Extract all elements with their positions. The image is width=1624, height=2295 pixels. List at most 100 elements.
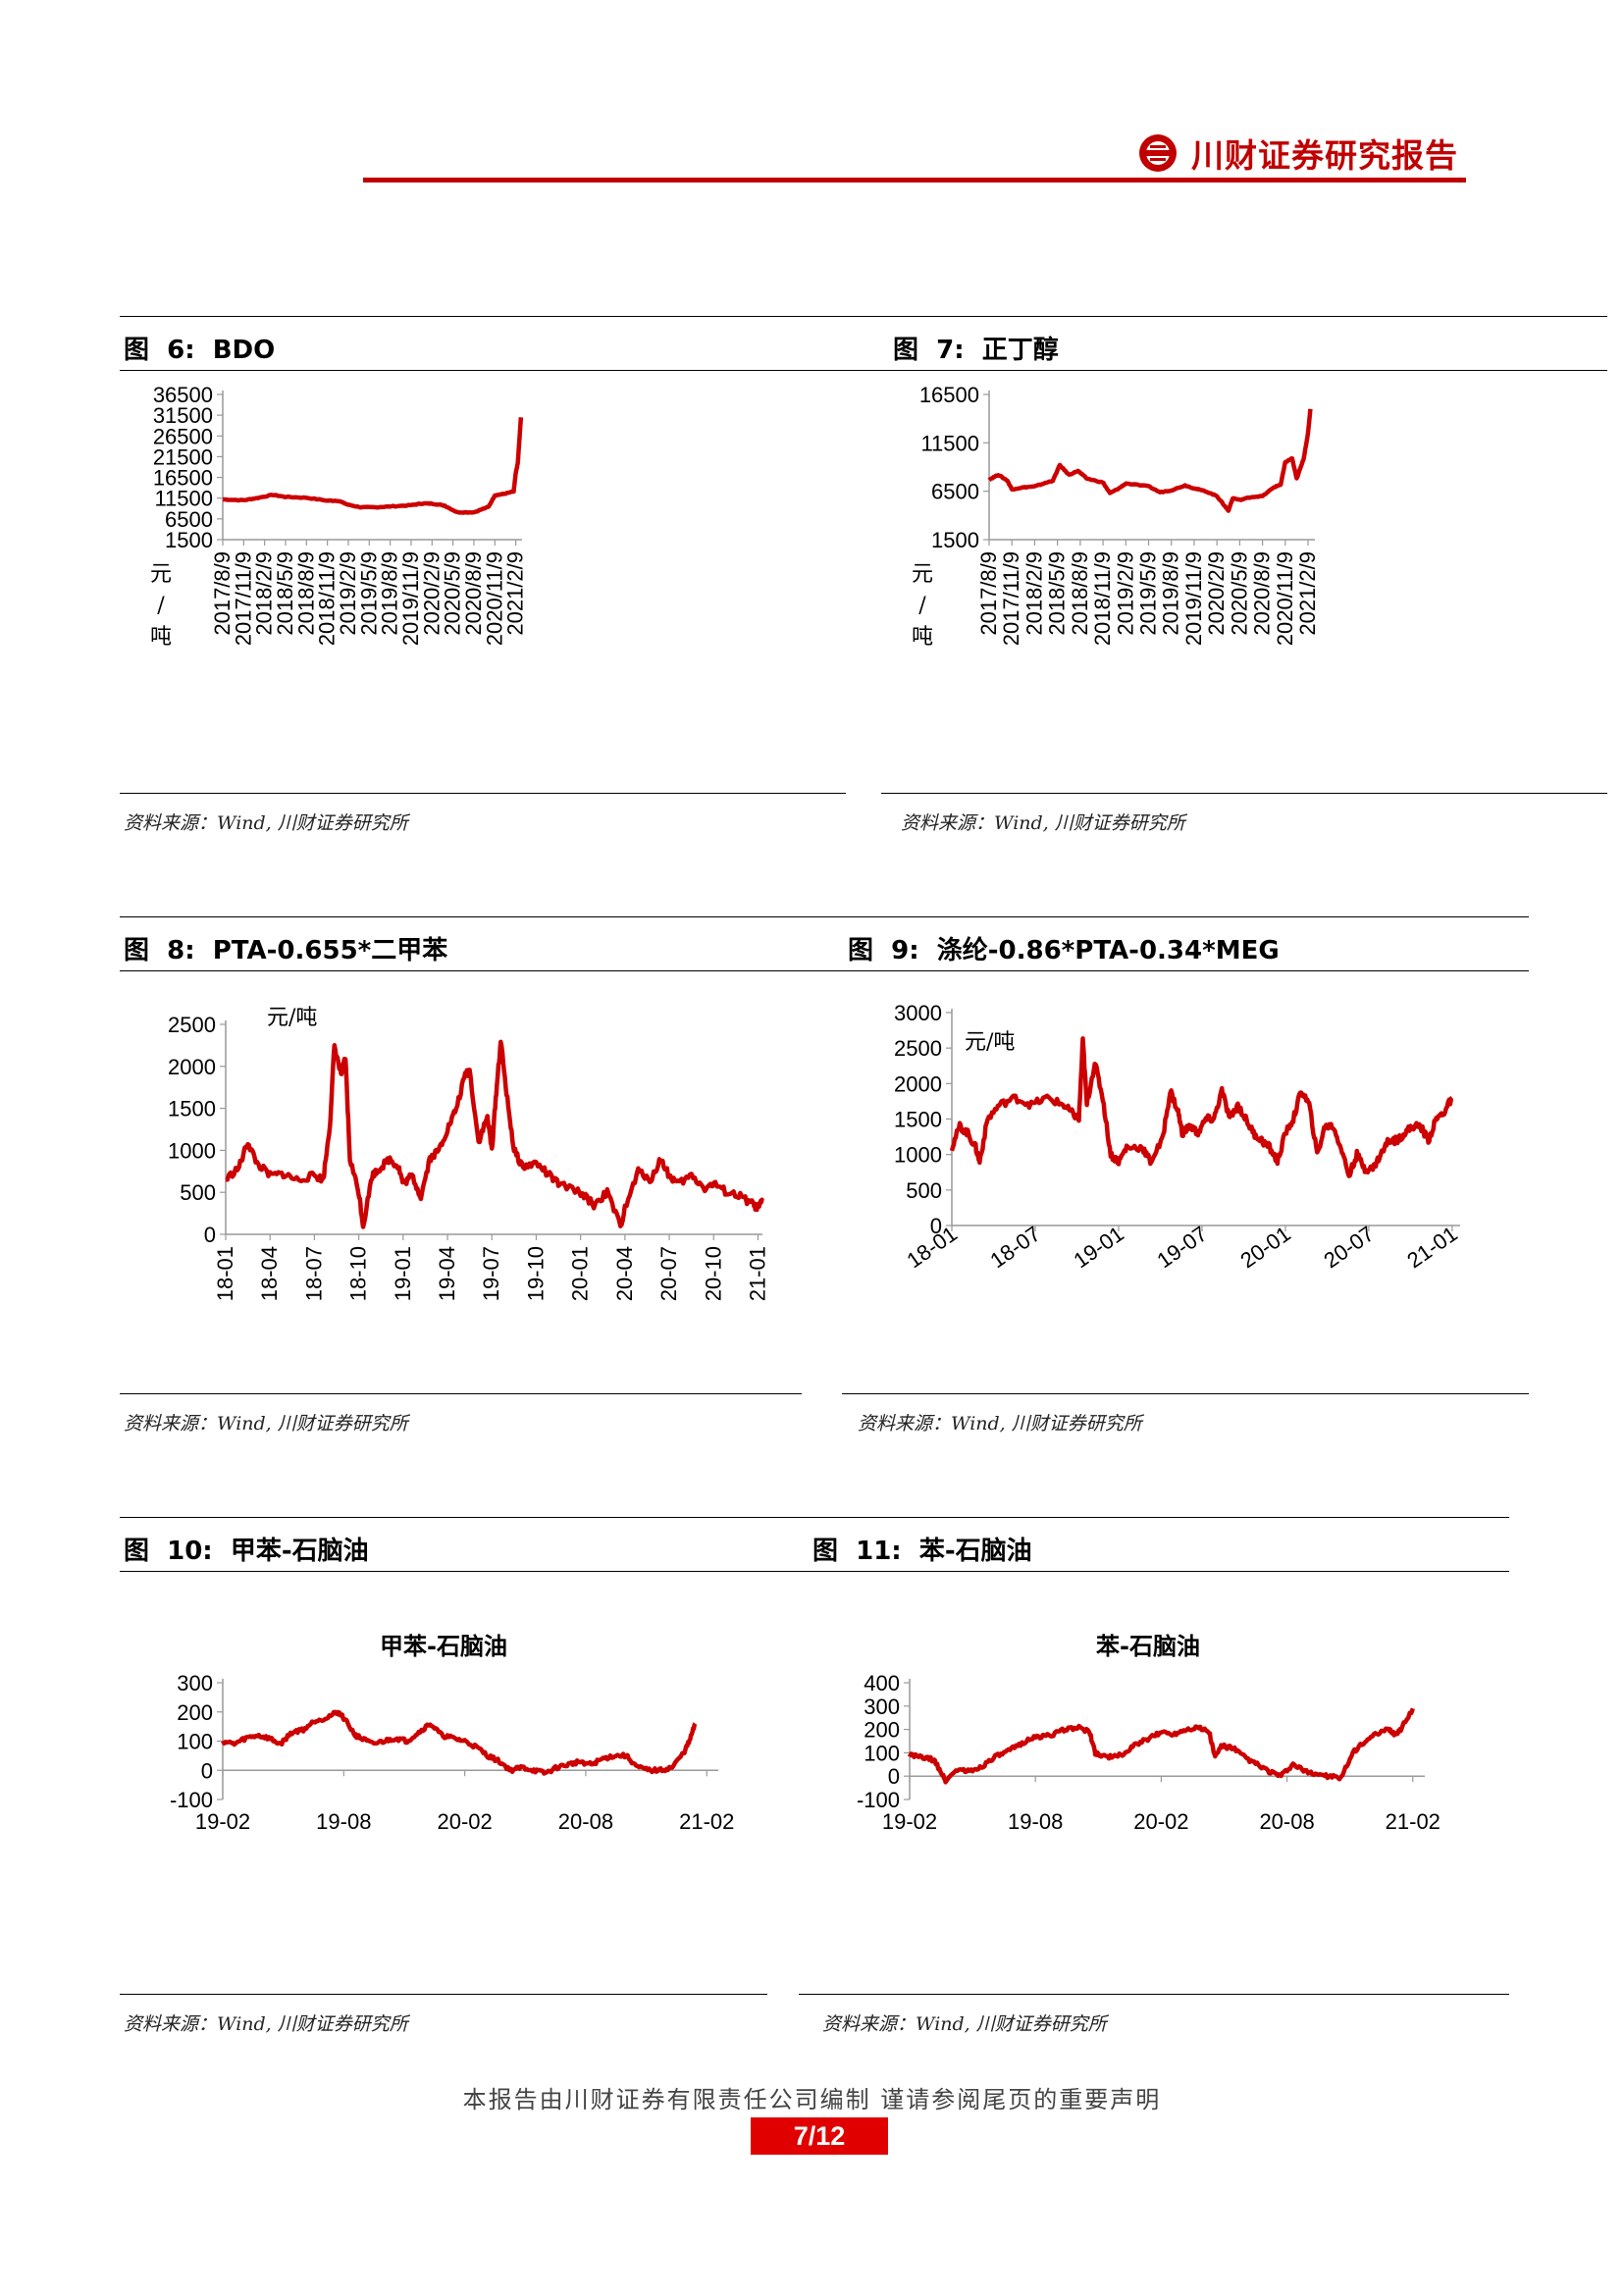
x-tick-label: 2019/2/9 [1113,551,1137,636]
figure-source-rule [799,1994,1509,1995]
x-tick-label: 2017/11/9 [999,551,1023,646]
y-tick-label: 1000 [168,1138,216,1163]
figure-7-panel: 图 7: 正丁醇 1500 6500 11500 16500 2017/8/9 2017/… [881,316,1607,846]
figure-number: 6: [167,336,195,365]
x-tick-label: 20-02 [1133,1809,1188,1834]
unit-label: 吨 [912,625,933,650]
figure-title-rule-bottom [120,1571,807,1572]
figure-source-rule [881,793,1607,794]
y-tick-label: 2500 [894,1036,942,1061]
y-tick-label: 2500 [168,1013,216,1037]
figure-title-rule-bottom [807,1571,1509,1572]
x-tick-label: 2018/11/9 [315,551,340,646]
figure-7-chart: 1500650011500165002017/8/92017/11/92018/… [912,383,1320,650]
figure-6-source: 资料来源：Wind, 川财证券研究所 [124,812,408,834]
figure-7-title: 图 7: 正丁醇 [893,330,1059,366]
x-tick-label: 20-02 [437,1809,492,1834]
figure-title-rule-top [120,916,846,917]
figure-title-rule-bottom [881,370,1607,371]
figure-source-rule [120,793,846,794]
figure-number: 11: [856,1537,902,1566]
y-tick-label: 11500 [920,431,979,455]
figure-10-chart: 甲苯-石脑油 -100 0 100 200 300 19-02 19-08 20-02 20-08… [170,1633,734,1834]
x-tick-label: 18-04 [257,1246,282,1301]
x-tick-label: 2018/2/9 [252,551,277,636]
figure-title-text: 甲苯-石脑油 [230,1537,369,1566]
figure-prefix: 图 [124,336,150,365]
x-tick-label: 2019/2/9 [336,551,360,636]
figure-8-panel: 图 8: PTA-0.655*二甲苯 0 500 1000 1500 2000 2500 1… [120,916,846,1446]
x-tick-label: 2019/5/9 [356,551,381,636]
x-tick-label: 21-01 [1402,1222,1461,1274]
figure-number: 9: [891,936,919,965]
x-tick-label: 2020/11/9 [482,551,506,646]
y-tick-label: 0 [201,1758,213,1783]
brand-logo-icon [1139,134,1177,172]
x-tick-label: 2020/8/9 [461,551,486,636]
figure-title-text: 涤纶-0.86*PTA-0.34*MEG [936,936,1280,965]
brand-name: 川财证券研究报告 [1191,136,1458,175]
x-tick-label: 19-01 [1069,1222,1127,1274]
x-tick-label: 2018/2/9 [1022,551,1046,636]
y-tick-label: -100 [170,1788,213,1812]
figure-prefix: 图 [812,1537,839,1566]
x-tick-label: 19-01 [391,1246,415,1301]
x-tick-label: 2020/8/9 [1250,551,1275,636]
figure-number: 7: [936,336,965,365]
y-tick-label: 3000 [894,1001,942,1025]
y-tick-label: -100 [857,1788,900,1812]
figure-9-panel: 图 9: 涤纶-0.86*PTA-0.34*MEG 0 500 1000 1500 20… [842,916,1529,1446]
figure-title-rule-bottom [842,970,1529,971]
chart-title: 甲苯-石脑油 [380,1633,507,1660]
figure-source-rule [120,1393,802,1394]
x-tick-label: 20-01 [568,1246,593,1301]
x-tick-label: 2018/8/9 [293,551,318,636]
x-tick-label: 2017/8/9 [210,551,235,636]
x-tick-label: 2019/8/9 [378,551,402,636]
y-tick-label: 36500 [153,383,213,407]
x-tick-label: 19-08 [1008,1809,1063,1834]
x-tick-label: 2019/5/9 [1136,551,1161,636]
figure-source-rule [842,1393,1529,1394]
y-tick-label: 300 [177,1671,213,1695]
figure-11-panel: 图 11: 苯-石脑油 苯-石脑油 -100 0 100 200 300 400 19-02 1… [799,1517,1509,2047]
y-tick-label: 1500 [168,1097,216,1121]
x-tick-label: 2017/11/9 [231,551,255,646]
figure-9-source: 资料来源：Wind, 川财证券研究所 [858,1413,1142,1434]
y-tick-label: 2000 [894,1071,942,1096]
series-line [221,1709,698,1776]
y-tick-label: 0 [888,1764,900,1789]
x-tick-label: 2017/8/9 [976,551,1001,636]
y-tick-label: 0 [930,1214,942,1238]
x-tick-label: 2021/2/9 [1295,551,1320,636]
unit-label: 元 [912,562,933,587]
x-tick-label: 2020/11/9 [1273,551,1297,646]
chart-title: 苯-石脑油 [1095,1633,1200,1660]
y-tick-label: 300 [864,1695,900,1719]
unit-label: / [157,594,165,618]
y-tick-label: 1500 [165,528,213,552]
figure-11-title: 图 11: 苯-石脑油 [812,1531,1032,1567]
x-tick-label: 2019/8/9 [1159,551,1183,636]
y-tick-label: 200 [864,1718,900,1743]
figure-title-rule-top [807,1517,1509,1518]
x-tick-label: 18-01 [213,1246,237,1301]
figure-8-chart: 0 500 1000 1500 2000 2500 18-01 18-04 18-07 18-10… [168,1006,769,1301]
y-tick-label: 100 [177,1730,213,1754]
figure-prefix: 图 [124,936,150,965]
y-tick-label: 400 [864,1671,900,1695]
y-tick-label: 100 [864,1741,900,1765]
figure-title-rule-top [120,316,885,317]
x-tick-label: 2020/2/9 [419,551,444,636]
x-tick-label: 18-07 [301,1246,326,1301]
y-tick-label: 200 [177,1700,213,1725]
figure-6-title: 图 6: BDO [124,330,275,366]
figure-10-panel: 图 10: 甲苯-石脑油 甲苯-石脑油 -100 0 100 200 300 19-02 19… [120,1517,807,2047]
x-tick-label: 2021/2/9 [503,551,528,636]
figure-10-title: 图 10: 甲苯-石脑油 [124,1531,369,1567]
y-tick-label: 1500 [894,1108,942,1132]
unit-label: / [918,594,926,618]
y-tick-label: 16500 [919,383,979,407]
x-tick-label: 20-01 [1235,1222,1294,1274]
